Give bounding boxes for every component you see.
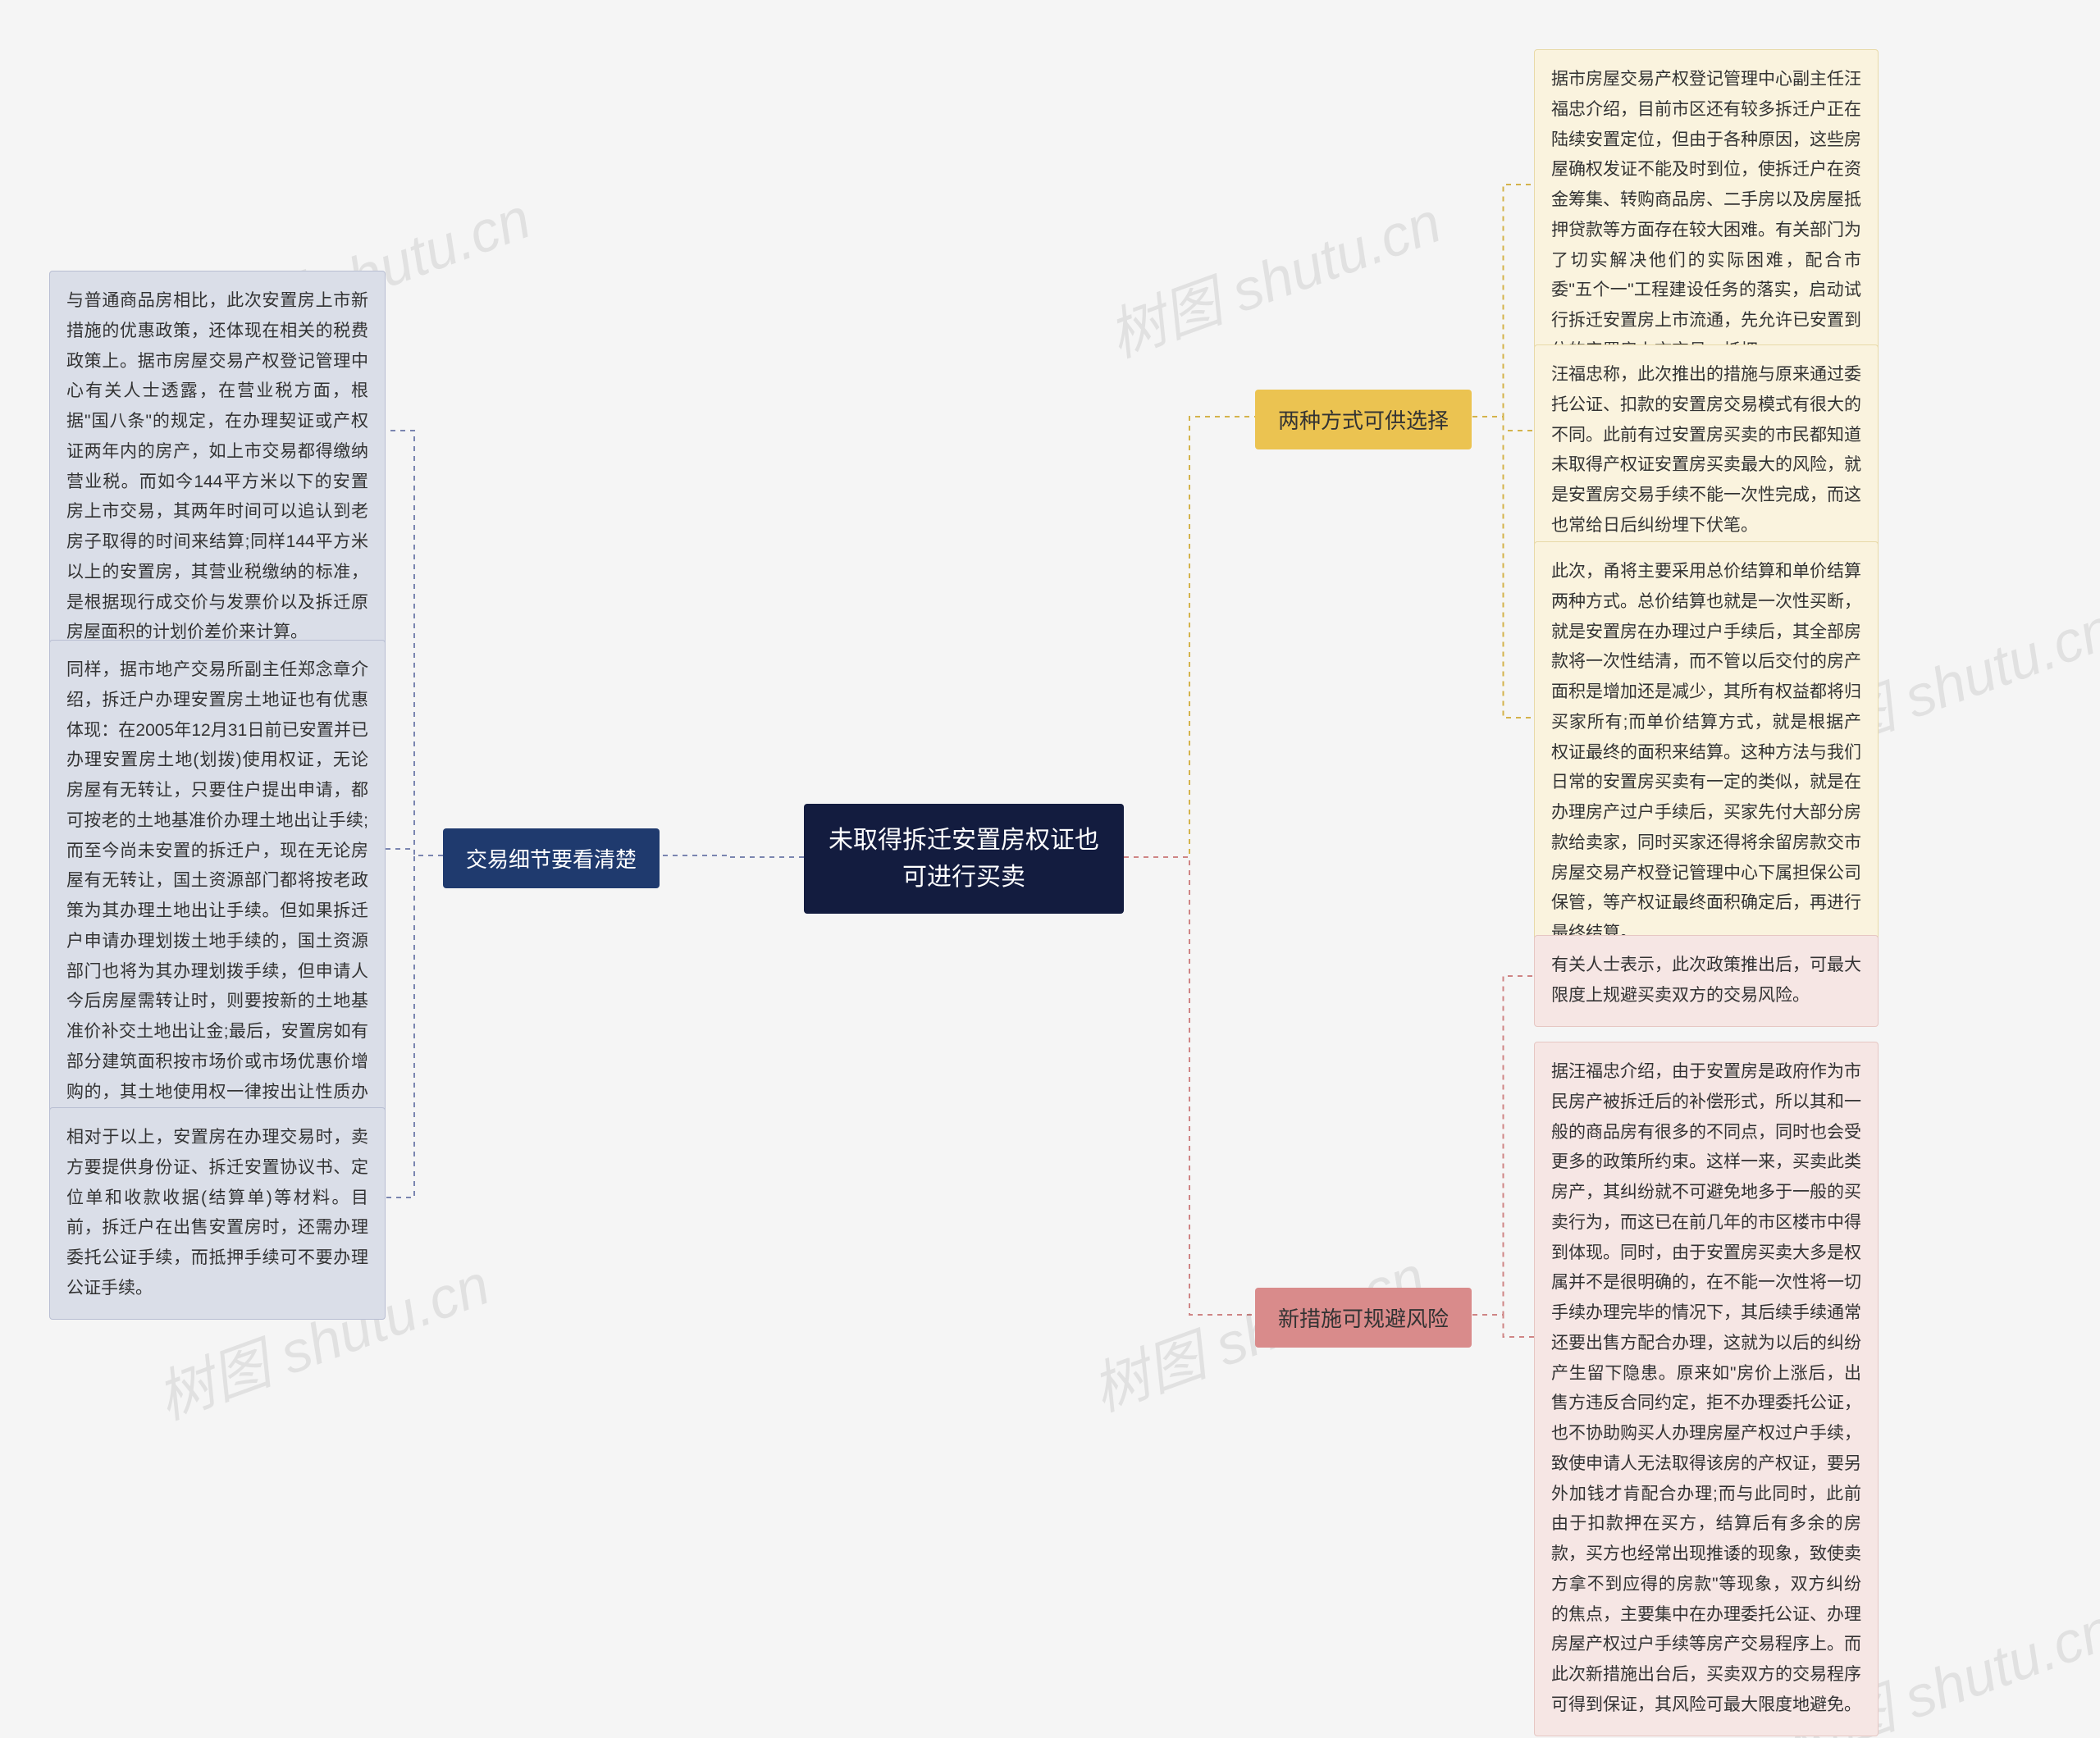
leaf-node[interactable]: 有关人士表示，此次政策推出后，可最大限度上规避买卖双方的交易风险。 xyxy=(1534,935,1879,1027)
watermark: 树图 shutu.cn xyxy=(1096,177,1451,374)
branch-node[interactable]: 交易细节要看清楚 xyxy=(443,828,660,888)
leaf-node[interactable]: 与普通商品房相比，此次安置房上市新措施的优惠政策，还体现在相关的税费政策上。据市… xyxy=(49,271,386,664)
root-node[interactable]: 未取得拆迁安置房权证也 可进行买卖 xyxy=(804,804,1124,914)
leaf-node[interactable]: 此次，甬将主要采用总价结算和单价结算两种方式。总价结算也就是一次性买断，就是安置… xyxy=(1534,541,1879,965)
leaf-node[interactable]: 据市房屋交易产权登记管理中心副主任汪福忠介绍，目前市区还有较多拆迁户正在陆续安置… xyxy=(1534,49,1879,382)
leaf-node[interactable]: 据汪福忠介绍，由于安置房是政府作为市民房产被拆迁后的补偿形式，所以其和一般的商品… xyxy=(1534,1042,1879,1736)
leaf-node[interactable]: 汪福忠称，此次推出的措施与原来通过委托公证、扣款的安置房交易模式有很大的不同。此… xyxy=(1534,344,1879,557)
leaf-node[interactable]: 同样，据市地产交易所副主任郑念章介绍，拆迁户办理安置房土地证也有优惠体现：在20… xyxy=(49,640,386,1153)
mindmap-canvas: 树图 shutu.cn树图 shutu.cn树图 shutu.cn树图 shut… xyxy=(0,0,2100,1738)
leaf-node[interactable]: 相对于以上，安置房在办理交易时，卖方要提供身份证、拆迁安置协议书、定位单和收款收… xyxy=(49,1107,386,1320)
branch-node[interactable]: 新措施可规避风险 xyxy=(1255,1288,1472,1348)
branch-node[interactable]: 两种方式可供选择 xyxy=(1255,390,1472,449)
